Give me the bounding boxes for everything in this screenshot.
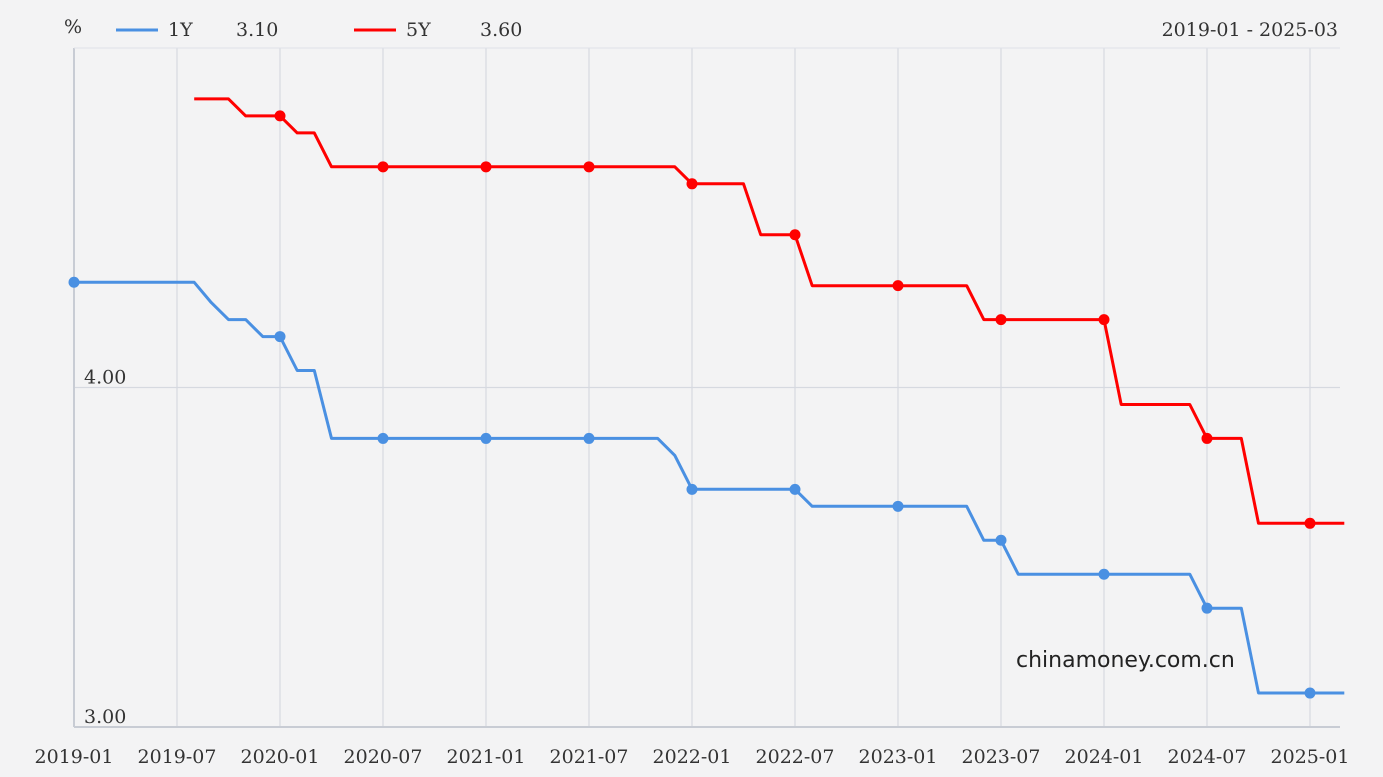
series-line-1y — [74, 280, 1345, 695]
data-point-1y-2023-07 — [995, 534, 1007, 546]
date-range: 2019-01 - 2025-03 — [1162, 19, 1338, 41]
x-tick-label: 2020-01 — [241, 746, 320, 768]
data-point-5y-2022-01 — [686, 178, 698, 190]
y-tick-label: 4.00 — [84, 367, 126, 389]
x-tick-label: 2025-01 — [1271, 746, 1350, 768]
data-point-5y-2021-07 — [583, 161, 595, 173]
data-point-1y-2024-07 — [1201, 602, 1213, 614]
data-point-5y-2023-01 — [892, 280, 904, 292]
data-point-1y-2021-07 — [583, 432, 595, 444]
x-tick-label: 2024-01 — [1065, 746, 1144, 768]
x-tick-label: 2021-07 — [550, 746, 629, 768]
data-point-1y-2025-01 — [1304, 687, 1316, 699]
legend-5y-value: 3.60 — [480, 19, 522, 41]
x-axis-ticks: 2019-01 2019-07 2020-01 2020-07 2021-01 2021-… — [35, 746, 1350, 768]
data-point-5y-2021-01 — [480, 161, 492, 173]
data-point-5y-2020-07 — [377, 161, 389, 173]
unit-label: % — [64, 16, 82, 38]
data-point-1y-2019-01 — [68, 276, 80, 288]
data-point-1y-2023-01 — [892, 500, 904, 512]
data-point-1y-2021-01 — [480, 432, 492, 444]
plot-frame — [73, 47, 1340, 728]
x-tick-label: 2019-01 — [35, 746, 114, 768]
data-point-5y-2020-01 — [274, 110, 286, 122]
x-tick-label: 2024-07 — [1168, 746, 1247, 768]
data-point-5y-2024-01 — [1098, 314, 1110, 326]
watermark: chinamoney.com.cn — [1016, 648, 1235, 673]
x-tick-label: 2021-01 — [447, 746, 526, 768]
data-point-1y-2022-01 — [686, 483, 698, 495]
x-tick-label: 2019-07 — [138, 746, 217, 768]
series-line-5y — [194, 97, 1345, 525]
legend-1y-value: 3.10 — [236, 19, 278, 41]
y-tick-label: 3.00 — [84, 706, 126, 728]
series-layer — [68, 97, 1345, 699]
y-axis-ticks: 3.00 4.00 — [84, 367, 126, 729]
data-point-1y-2020-07 — [377, 432, 389, 444]
x-tick-label: 2023-07 — [962, 746, 1041, 768]
data-point-5y-2023-07 — [995, 314, 1007, 326]
data-point-5y-2025-01 — [1304, 517, 1316, 529]
data-point-1y-2022-07 — [789, 483, 801, 495]
grid-lines — [74, 48, 1340, 728]
legend: 1Y 3.10 5Y 3.60 — [116, 19, 522, 41]
data-point-5y-2022-07 — [789, 229, 801, 241]
data-point-1y-2024-01 — [1098, 568, 1110, 580]
x-tick-label: 2022-01 — [653, 746, 732, 768]
legend-5y-name: 5Y — [406, 19, 431, 41]
legend-1y-name: 1Y — [168, 19, 193, 41]
x-tick-label: 2020-07 — [344, 746, 423, 768]
data-point-1y-2020-01 — [274, 331, 286, 343]
data-point-5y-2024-07 — [1201, 432, 1213, 444]
x-tick-label: 2022-07 — [756, 746, 835, 768]
x-tick-label: 2023-01 — [859, 746, 938, 768]
